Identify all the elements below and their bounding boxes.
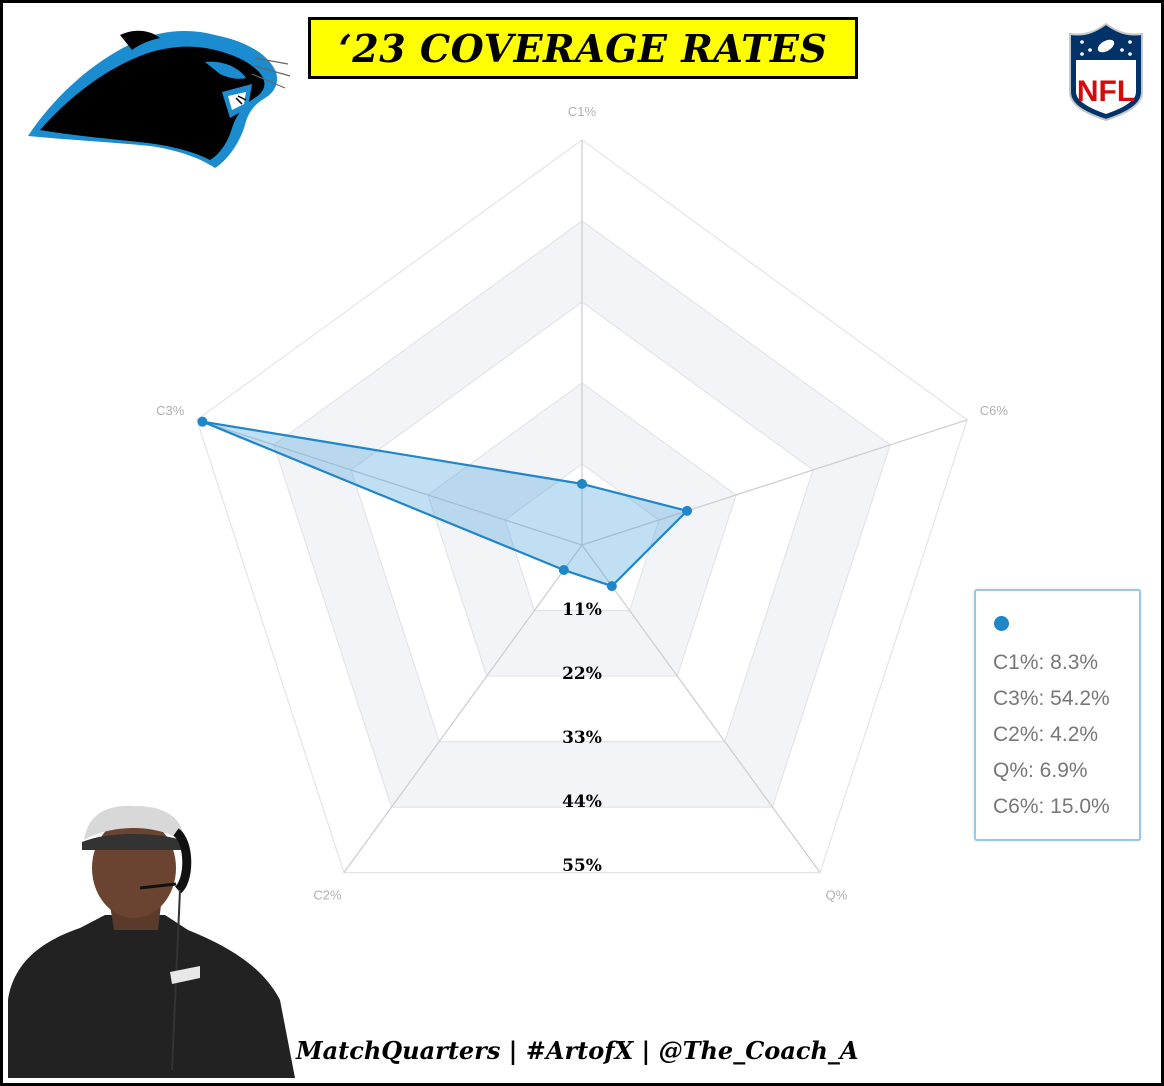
radar-spoke [581, 544, 821, 874]
axis-label-c2: C2% [313, 887, 342, 902]
axis-label-c3: C3% [156, 403, 185, 418]
pff-logo-text: PFF [1069, 1018, 1126, 1051]
axis-label-c6: C6% [980, 403, 1009, 418]
legend-series-marker [994, 616, 1009, 631]
data-point-c1[interactable] [577, 478, 587, 489]
ring-label: 44% [562, 792, 602, 812]
ring-label: 11% [562, 600, 602, 620]
coach-photo [8, 805, 295, 1078]
data-point-c3[interactable] [197, 416, 208, 427]
radar-spoke [581, 419, 968, 546]
radar-ring [273, 220, 891, 808]
radar-band [273, 221, 891, 808]
title-banner: ‘23 COVERAGE RATES [308, 17, 858, 79]
legend-entry-c3: C3%: 54.2% [993, 687, 1110, 710]
radar-ring [504, 463, 660, 612]
panthers-logo-icon [28, 30, 291, 169]
radar-ring [427, 382, 737, 677]
nfl-logo-text: NFL [1077, 75, 1135, 108]
ring-label: 22% [562, 664, 602, 684]
chart-legend: C1%: 8.3% C3%: 54.2% C2%: 4.2% Q%: 6.9% … [974, 589, 1141, 841]
radar-axis-labels: C1% C6% Q% C2% C3% [156, 104, 1008, 902]
radar-spokes [196, 140, 968, 874]
data-point-c2[interactable] [558, 565, 569, 576]
chart-title: ‘23 COVERAGE RATES [338, 25, 828, 71]
radar-ring [196, 139, 968, 874]
radar-bands [273, 221, 891, 808]
series-area [201, 420, 689, 588]
legend-entry-c6: C6%: 15.0% [993, 795, 1110, 818]
radar-ring-labels: 11% 22% 33% 44% 55% [562, 600, 602, 876]
radar-ring [350, 301, 814, 743]
ring-label: 55% [562, 856, 602, 876]
legend-entry-q: Q%: 6.9% [993, 759, 1088, 782]
ring-label: 33% [562, 728, 602, 748]
legend-entry-c2: C2%: 4.2% [993, 723, 1099, 746]
data-point-q[interactable] [606, 581, 617, 592]
radar-spoke [343, 544, 583, 874]
axis-label-q: Q% [826, 887, 848, 902]
axis-label-c1: C1% [568, 104, 597, 119]
radar-rings [196, 139, 968, 874]
nfl-shield-icon: NFL [1069, 22, 1143, 122]
data-point-c6[interactable] [682, 505, 693, 516]
radar-band [427, 383, 737, 677]
radar-spoke [196, 419, 583, 546]
radar-series [197, 416, 693, 592]
legend-entry-c1: C1%: 8.3% [993, 651, 1099, 674]
footer-credits: MatchQuarters | #ArtofX | @The_Coach_A [296, 1036, 859, 1065]
